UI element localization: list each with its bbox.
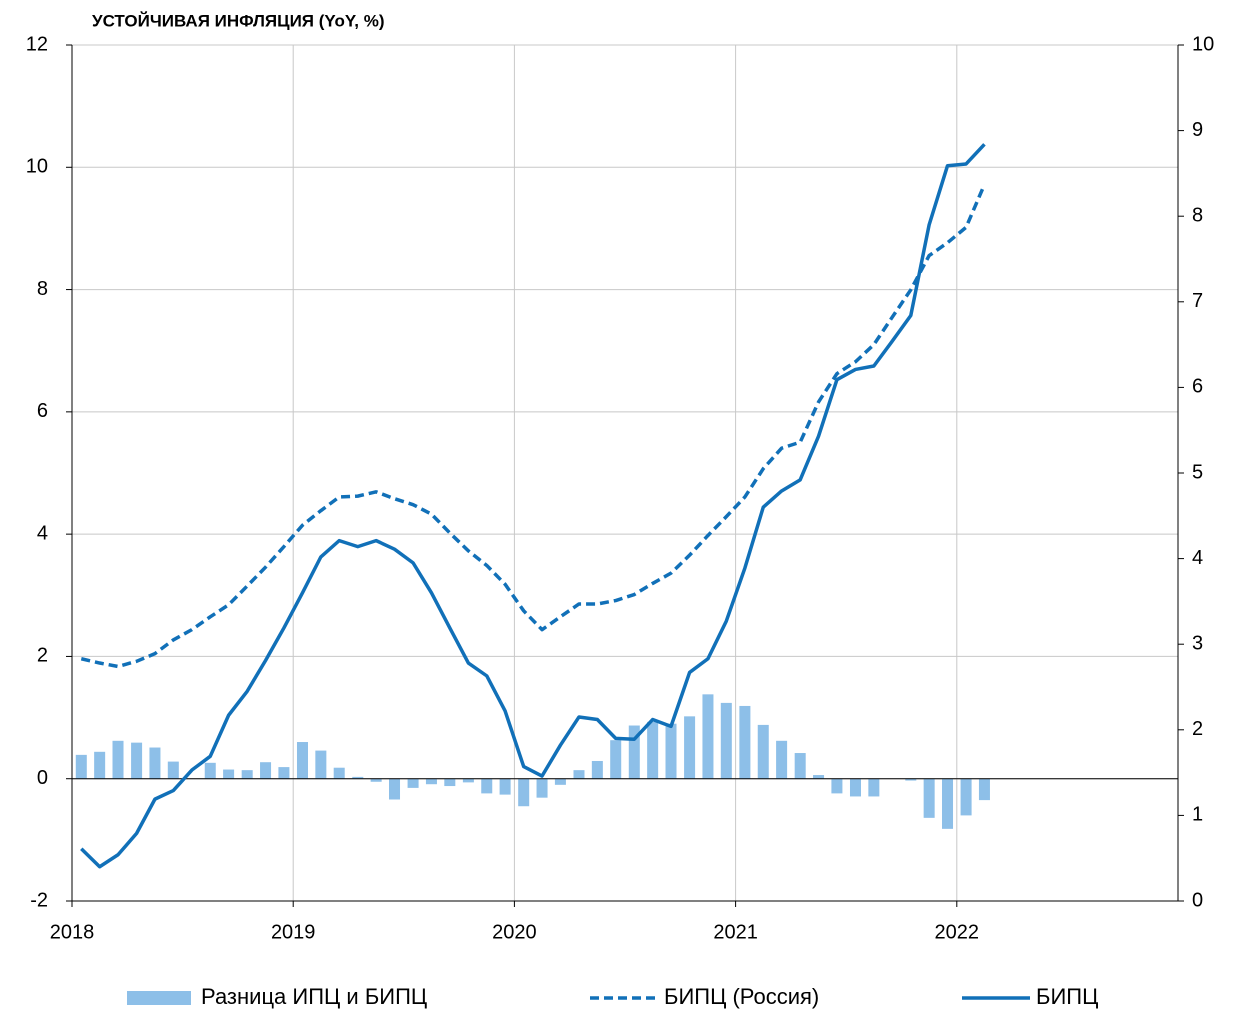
bar [352, 776, 364, 779]
y-tick-label: 0 [37, 767, 48, 789]
bar [389, 778, 401, 800]
y2-tick-label: 10 [1192, 33, 1214, 55]
y2-tick-label: 4 [1192, 547, 1203, 569]
bar [94, 751, 106, 779]
bar [702, 694, 714, 779]
x-tick-label: 2019 [271, 921, 316, 943]
legend-label: БИПЦ (Россия) [664, 984, 819, 1009]
line [80, 183, 987, 669]
bar [518, 778, 530, 807]
bar [223, 769, 235, 779]
y-tick-label: 12 [26, 33, 48, 55]
bar [407, 778, 419, 788]
bar [75, 754, 87, 779]
bar [647, 721, 659, 779]
bar [923, 778, 935, 818]
y2-tick-label: 8 [1192, 204, 1203, 226]
y-tick-label: -2 [30, 889, 48, 911]
bar [112, 740, 124, 779]
bar [315, 750, 327, 779]
x-tick-label: 2020 [492, 921, 537, 943]
x-tick-label: 2018 [50, 921, 95, 943]
bar [462, 778, 474, 783]
bar [149, 747, 161, 779]
line [80, 143, 986, 869]
x-tick-label: 2022 [935, 921, 980, 943]
legend-swatch [127, 991, 191, 1005]
bar [665, 723, 677, 779]
bar [739, 705, 751, 779]
y2-tick-label: 1 [1192, 804, 1203, 826]
y-tick-label: 10 [26, 156, 48, 178]
grid [71, 44, 1178, 902]
y-tick-label: 6 [37, 400, 48, 422]
bar [536, 778, 548, 798]
bar [849, 778, 861, 797]
y-tick-label: 8 [37, 278, 48, 300]
bar [684, 716, 696, 779]
bar [591, 760, 603, 779]
bar [241, 770, 253, 779]
legend-label: Разница ИПЦ и БИПЦ [201, 984, 427, 1009]
bar [204, 762, 216, 779]
legend-label: БИПЦ [1036, 984, 1098, 1009]
bar [628, 725, 640, 779]
bar [370, 778, 382, 782]
y2-tick-label: 2 [1192, 718, 1203, 740]
bar [978, 778, 990, 801]
bar [720, 702, 732, 779]
bar [573, 770, 585, 779]
bar [333, 767, 345, 779]
y-tick-label: 2 [37, 645, 48, 667]
bar [794, 753, 806, 779]
bar [278, 767, 290, 779]
y2-tick-label: 0 [1192, 889, 1203, 911]
bar [481, 778, 493, 794]
y2-tick-label: 6 [1192, 376, 1203, 398]
y2-tick-label: 9 [1192, 119, 1203, 141]
bar [960, 778, 972, 816]
bar [813, 775, 825, 779]
bar [757, 724, 769, 779]
bar [610, 740, 622, 779]
bar [905, 778, 917, 781]
y2-tick-label: 5 [1192, 461, 1203, 483]
bar [831, 778, 843, 794]
bar [167, 761, 179, 779]
bar [425, 778, 437, 785]
bar [260, 762, 272, 779]
chart-title: УСТОЙЧИВАЯ ИНФЛЯЦИЯ (YoY, %) [92, 11, 385, 30]
bar [499, 778, 511, 795]
bar [868, 778, 880, 797]
y2-tick-label: 3 [1192, 632, 1203, 654]
bar [296, 742, 308, 779]
x-tick-label: 2021 [713, 921, 758, 943]
bar [942, 778, 954, 829]
bar [554, 778, 566, 785]
y2-tick-label: 7 [1192, 290, 1203, 312]
bar [776, 740, 788, 779]
y-tick-label: 4 [37, 522, 48, 544]
bar [444, 778, 456, 787]
bar [131, 742, 143, 779]
legend: Разница ИПЦ и БИПЦ БИПЦ (Россия) БИПЦ [127, 984, 1098, 1009]
